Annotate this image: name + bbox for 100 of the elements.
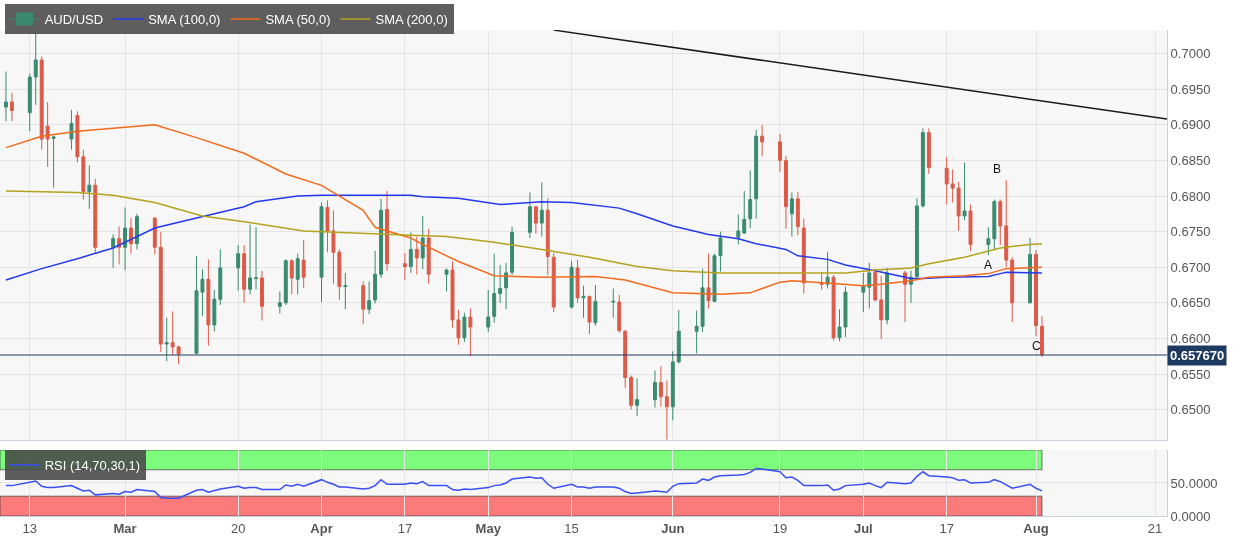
x-tick-label: 17 xyxy=(397,520,413,536)
x-tick-label: 13 xyxy=(22,520,37,536)
candlestick xyxy=(289,258,294,295)
candlestick xyxy=(676,309,681,364)
legend-label: RSI (14,70,30,1) xyxy=(44,457,141,473)
candlestick xyxy=(920,127,925,208)
candlestick xyxy=(611,288,616,319)
candlestick xyxy=(277,290,282,314)
candlestick xyxy=(218,248,223,306)
candlestick xyxy=(402,252,407,281)
candlestick xyxy=(510,226,515,276)
candlestick xyxy=(861,272,866,313)
candlestick xyxy=(831,274,836,342)
legend-label: SMA (100,0) xyxy=(148,12,221,28)
candlestick xyxy=(569,260,574,309)
candlestick xyxy=(1010,256,1015,323)
x-tick-label: 15 xyxy=(564,520,579,536)
candlestick xyxy=(754,129,759,220)
candlestick xyxy=(420,215,425,270)
candlestick xyxy=(158,231,163,353)
y-tick-label: 0.6900 xyxy=(1170,117,1211,133)
candlestick xyxy=(903,270,907,323)
candlestick xyxy=(670,350,675,421)
candlestick xyxy=(408,231,413,274)
y-tick-label: 0.6700 xyxy=(1170,259,1211,275)
candlestick xyxy=(212,289,217,332)
candlestick xyxy=(527,191,532,239)
candlestick xyxy=(414,236,419,275)
candlestick xyxy=(742,190,747,235)
candlestick xyxy=(593,284,598,327)
candlestick xyxy=(998,199,1003,246)
candlestick xyxy=(760,124,765,157)
y-tick-label: 0.6600 xyxy=(1170,330,1211,346)
candlestick xyxy=(373,250,378,305)
y-tick-label: 0.6650 xyxy=(1170,295,1211,311)
candlestick xyxy=(706,253,711,309)
candlestick xyxy=(129,217,133,255)
candlestick xyxy=(658,365,663,408)
candlestick xyxy=(617,294,622,334)
annotation: C xyxy=(1032,339,1041,353)
candlestick xyxy=(260,270,264,322)
candlestick xyxy=(319,201,324,303)
candlestick xyxy=(134,213,139,250)
y-tick-label: 0.6800 xyxy=(1170,188,1211,204)
candlestick xyxy=(426,228,431,285)
candlestick xyxy=(1034,249,1038,337)
candlestick xyxy=(295,253,300,295)
candlestick xyxy=(962,162,967,221)
candlestick xyxy=(1004,179,1009,268)
x-tick-label: Aug xyxy=(1023,520,1049,536)
candlestick xyxy=(635,377,640,417)
candlestick xyxy=(1028,237,1033,305)
y-tick-label: 0.0000 xyxy=(1170,508,1211,524)
x-tick-label: Jun xyxy=(661,520,685,536)
candlestick xyxy=(206,258,211,347)
candlestick xyxy=(575,259,580,304)
y-tick-label: 0.6950 xyxy=(1170,81,1211,97)
candlestick xyxy=(492,253,497,324)
y-tick-label: 0.7000 xyxy=(1170,46,1211,62)
candlestick xyxy=(950,169,955,203)
y-tick-label: 0.6500 xyxy=(1170,402,1211,418)
candlestick xyxy=(748,169,753,229)
legend-label: AUD/USD xyxy=(44,12,104,28)
x-tick-label: 19 xyxy=(772,520,788,536)
x-tick-label: Jul xyxy=(853,520,873,536)
annotation: B xyxy=(993,162,1002,176)
candlestick xyxy=(379,198,384,279)
candlestick xyxy=(587,295,592,335)
candlestick xyxy=(664,379,669,441)
x-tick-label: 21 xyxy=(1147,520,1163,536)
candlestick xyxy=(504,262,509,310)
candlestick xyxy=(533,205,538,235)
candlestick xyxy=(123,206,127,271)
candlestick xyxy=(926,127,931,175)
candlestick xyxy=(736,214,741,245)
candlestick xyxy=(783,155,788,230)
legend-label: SMA (200,0) xyxy=(375,12,448,28)
candlestick xyxy=(361,280,366,325)
candlestick xyxy=(301,239,306,289)
candlestick xyxy=(1040,315,1044,358)
legend-label: SMA (50,0) xyxy=(265,12,331,28)
candlestick xyxy=(879,275,884,340)
ref-line-label: 0.657670 xyxy=(1170,348,1225,363)
candlestick xyxy=(545,197,550,276)
candlestick xyxy=(176,345,181,365)
annotation: A xyxy=(984,258,993,272)
candlestick xyxy=(468,308,473,357)
candlestick xyxy=(885,267,890,325)
candlestick xyxy=(801,218,806,295)
candlestick xyxy=(152,216,157,255)
x-tick-label: 17 xyxy=(939,520,954,536)
y-tick-label: 0.6750 xyxy=(1170,224,1211,240)
candlestick xyxy=(254,226,258,290)
x-tick-label: Mar xyxy=(113,520,137,536)
candlestick xyxy=(944,156,949,206)
candlestick xyxy=(778,133,782,173)
candlestick xyxy=(956,181,961,232)
candlestick xyxy=(367,280,372,315)
candlestick xyxy=(444,268,449,292)
candlestick xyxy=(551,252,556,313)
